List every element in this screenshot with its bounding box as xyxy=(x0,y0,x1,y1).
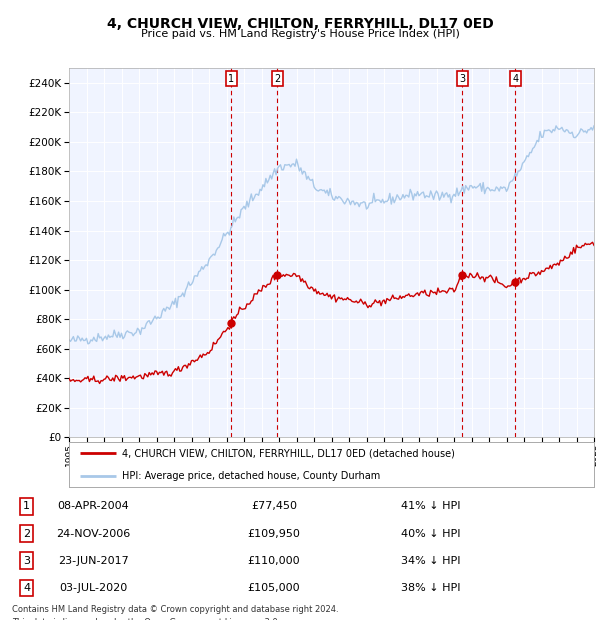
Text: This data is licensed under the Open Government Licence v3.0.: This data is licensed under the Open Gov… xyxy=(12,618,280,620)
Text: 34% ↓ HPI: 34% ↓ HPI xyxy=(401,556,461,565)
Text: 24-NOV-2006: 24-NOV-2006 xyxy=(56,529,131,539)
Text: 23-JUN-2017: 23-JUN-2017 xyxy=(58,556,129,565)
Text: 2: 2 xyxy=(23,529,30,539)
Text: 03-JUL-2020: 03-JUL-2020 xyxy=(59,583,128,593)
Text: Contains HM Land Registry data © Crown copyright and database right 2024.: Contains HM Land Registry data © Crown c… xyxy=(12,604,338,614)
Text: 1: 1 xyxy=(23,502,30,512)
Text: 2: 2 xyxy=(274,74,280,84)
Text: HPI: Average price, detached house, County Durham: HPI: Average price, detached house, Coun… xyxy=(121,471,380,480)
Text: 3: 3 xyxy=(23,556,30,565)
Text: £110,000: £110,000 xyxy=(248,556,300,565)
Text: 4, CHURCH VIEW, CHILTON, FERRYHILL, DL17 0ED: 4, CHURCH VIEW, CHILTON, FERRYHILL, DL17… xyxy=(107,17,493,32)
Text: 1: 1 xyxy=(228,74,234,84)
Text: 08-APR-2004: 08-APR-2004 xyxy=(58,502,130,512)
Text: 4: 4 xyxy=(23,583,30,593)
Text: 4, CHURCH VIEW, CHILTON, FERRYHILL, DL17 0ED (detached house): 4, CHURCH VIEW, CHILTON, FERRYHILL, DL17… xyxy=(121,448,454,458)
Text: Price paid vs. HM Land Registry's House Price Index (HPI): Price paid vs. HM Land Registry's House … xyxy=(140,29,460,39)
Text: £109,950: £109,950 xyxy=(247,529,301,539)
Text: 40% ↓ HPI: 40% ↓ HPI xyxy=(401,529,461,539)
Text: 3: 3 xyxy=(459,74,465,84)
Text: £77,450: £77,450 xyxy=(251,502,297,512)
Text: 38% ↓ HPI: 38% ↓ HPI xyxy=(401,583,461,593)
Text: 4: 4 xyxy=(512,74,518,84)
Text: £105,000: £105,000 xyxy=(248,583,300,593)
Text: 41% ↓ HPI: 41% ↓ HPI xyxy=(401,502,461,512)
